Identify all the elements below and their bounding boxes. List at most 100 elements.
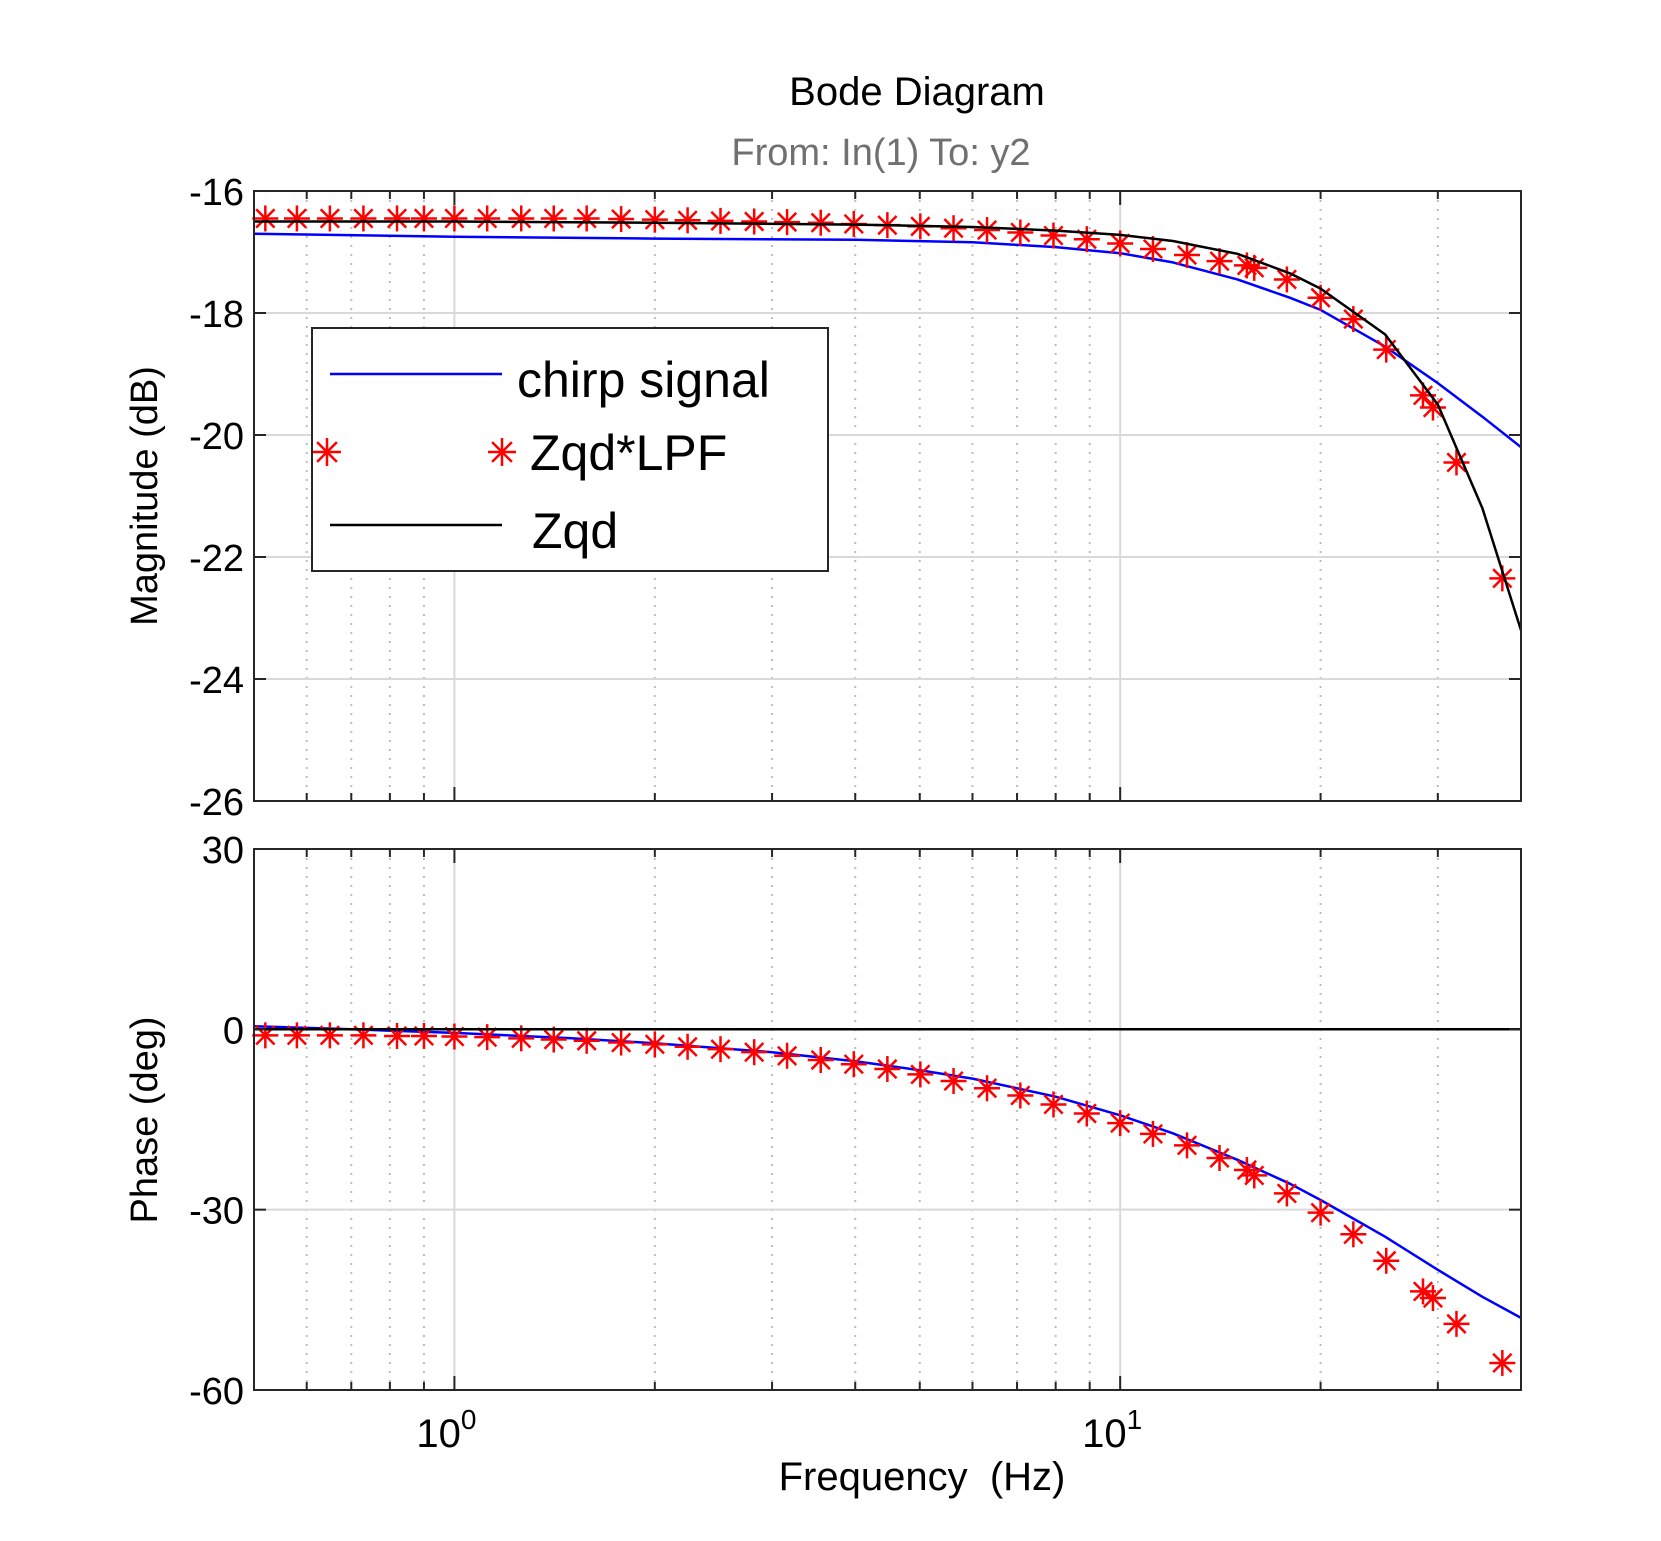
phase-series-lpf-point <box>1173 1132 1200 1159</box>
phase-series-lpf-point-stroke <box>611 1032 632 1053</box>
magnitude-series-lpf-point-stroke <box>611 208 632 230</box>
magnitude-series-lpf-point <box>573 205 600 232</box>
magnitude-y-tick-label: -24 <box>189 660 244 702</box>
magnitude-series-lpf-point <box>410 205 437 232</box>
phase-series-lpf-point <box>874 1056 901 1083</box>
phase-series-lpf-point <box>674 1033 701 1060</box>
magnitude-series-chirp-line <box>253 232 1522 449</box>
phase-panel: -60 -30 0 30 Phase (deg) <box>124 830 1522 1413</box>
phase-series-chirp-line <box>253 1025 1522 1319</box>
magnitude-series-lpf-point <box>540 205 567 232</box>
legend: chirp signal Zqd*LPF Zqd <box>311 327 829 572</box>
phase-series-lpf-point <box>283 1022 310 1049</box>
magnitude-series-lpf-point <box>441 205 468 232</box>
phase-series-lpf-point <box>741 1039 768 1066</box>
magnitude-series <box>252 205 1523 631</box>
magnitude-series-lpf-point-stroke <box>1412 385 1434 406</box>
phase-series-lpf-point-stroke <box>1110 1113 1131 1134</box>
magnitude-series-lpf-point <box>474 205 501 232</box>
phase-ylabel: Phase (deg) <box>124 1016 166 1223</box>
phase-series-lpf-point <box>1273 1180 1300 1207</box>
phase-series-lpf-point <box>1107 1110 1134 1137</box>
phase-series-lpf-point <box>707 1036 734 1063</box>
legend-lpf-marker-a <box>313 438 341 466</box>
magnitude-y-tick-label: -20 <box>189 416 244 458</box>
legend-item-lpf: Zqd*LPF <box>313 425 727 481</box>
magnitude-series-lpf-point-stroke <box>677 210 698 231</box>
phase-y-tick-label: 0 <box>223 1010 244 1052</box>
legend-item-zqd: Zqd <box>330 503 618 559</box>
phase-series-lpf-point <box>608 1029 635 1056</box>
magnitude-series-lpf-point <box>350 205 377 232</box>
phase-series-lpf-point-stroke <box>1209 1147 1230 1169</box>
phase-series-lpf-point <box>540 1026 567 1053</box>
phase-series-lpf-point <box>807 1046 834 1073</box>
chart-subtitle: From: In(1) To: y2 <box>731 132 1030 174</box>
phase-series-lpf-point <box>1443 1310 1470 1337</box>
phase-series-lpf-point-stroke <box>1142 1123 1164 1145</box>
magnitude-series-lpf-point <box>940 215 967 242</box>
magnitude-series-lpf-point-stroke <box>1446 452 1467 473</box>
magnitude-series-lpf-point <box>1443 449 1470 476</box>
magnitude-series-lpf-point-stroke <box>644 209 665 230</box>
phase-series-lpf-point-stroke <box>843 1054 864 1075</box>
magnitude-series-lpf-point-stroke <box>1110 233 1131 254</box>
phase-series-lpf-point-stroke <box>644 1034 665 1055</box>
phase-series-lpf-point <box>907 1061 934 1088</box>
legend-lpf-marker-b-stroke <box>491 441 513 463</box>
magnitude-series-lpf-point <box>508 205 535 232</box>
magnitude-series-lpf-point-stroke <box>353 208 374 229</box>
phase-series-lpf-point-stroke <box>777 1045 798 1066</box>
phase-series-lpf-point-stroke <box>1310 1202 1331 1223</box>
phase-y-tick-label: 30 <box>202 830 244 872</box>
phase-series-lpf-point <box>1040 1091 1067 1118</box>
magnitude-series-lpf-point-stroke <box>810 212 831 233</box>
magnitude-series-lpf-point <box>1419 394 1446 421</box>
magnitude-series-lpf-point-stroke <box>255 208 276 229</box>
phase-series-lpf-point <box>316 1022 343 1049</box>
magnitude-series-lpf-point-stroke <box>1422 397 1444 418</box>
magnitude-series-lpf-point <box>252 205 279 232</box>
phase-series-lpf-point-stroke <box>1376 1250 1397 1271</box>
phase-series <box>252 1022 1522 1376</box>
phase-series-lpf-point-stroke <box>810 1049 831 1071</box>
phase-series-lpf-point-stroke <box>1244 1165 1265 1186</box>
magnitude-series-lpf-point-stroke <box>976 219 998 241</box>
phase-ticks: -60 -30 0 30 <box>189 830 1521 1413</box>
magnitude-series-lpf-point-stroke <box>386 208 408 229</box>
phase-series-lpf-point-stroke <box>1043 1094 1064 1115</box>
magnitude-series-lpf-point-stroke <box>1142 238 1164 260</box>
phase-series-lpf-point-stroke <box>976 1078 998 1099</box>
magnitude-series-lpf-point <box>741 208 768 235</box>
phase-series-lpf-point <box>1233 1156 1260 1183</box>
magnitude-series-lpf-point <box>316 205 343 232</box>
magnitude-series-lpf-point-stroke <box>1043 225 1064 246</box>
magnitude-series-lpf-point-stroke <box>543 208 564 229</box>
magnitude-series-lpf-point-stroke <box>1343 309 1364 330</box>
magnitude-series-lpf-point <box>774 209 801 236</box>
magnitude-series-lpf-point-stroke <box>777 212 798 233</box>
phase-series-lpf-point <box>974 1075 1001 1102</box>
magnitude-series-lpf-point-stroke <box>1010 222 1031 243</box>
magnitude-series-lpf-point-stroke <box>444 208 465 229</box>
magnitude-y-tick-label: -22 <box>189 538 244 580</box>
phase-plot-area <box>254 849 1521 1390</box>
legend-lpf-marker-left <box>313 438 341 466</box>
magnitude-series-lpf-point <box>641 206 668 233</box>
phase-y-tick-label: -30 <box>189 1191 244 1233</box>
magnitude-axes-box <box>253 190 1522 802</box>
phase-series-lpf-point <box>474 1024 501 1051</box>
legend-lpf-marker-right <box>488 438 516 466</box>
phase-series-lpf-point <box>410 1022 437 1049</box>
phase-series-lpf-point <box>252 1022 279 1049</box>
phase-series-lpf-point <box>573 1027 600 1054</box>
x-tick-label: 101 <box>1082 1404 1142 1456</box>
phase-series-lpf-point-stroke <box>1010 1085 1031 1106</box>
magnitude-series-lpf-point-stroke <box>576 208 597 229</box>
x-tick-label-exponent: 1 <box>1127 1404 1143 1435</box>
magnitude-series-lpf-point-stroke <box>511 208 532 229</box>
magnitude-panel: -26 -24 -22 -20 -18 -16 Magnitude (dB) chirp … <box>124 172 1523 824</box>
legend-chirp-label: chirp signal <box>517 352 770 408</box>
phase-series-lpf-point-stroke <box>1176 1135 1198 1156</box>
